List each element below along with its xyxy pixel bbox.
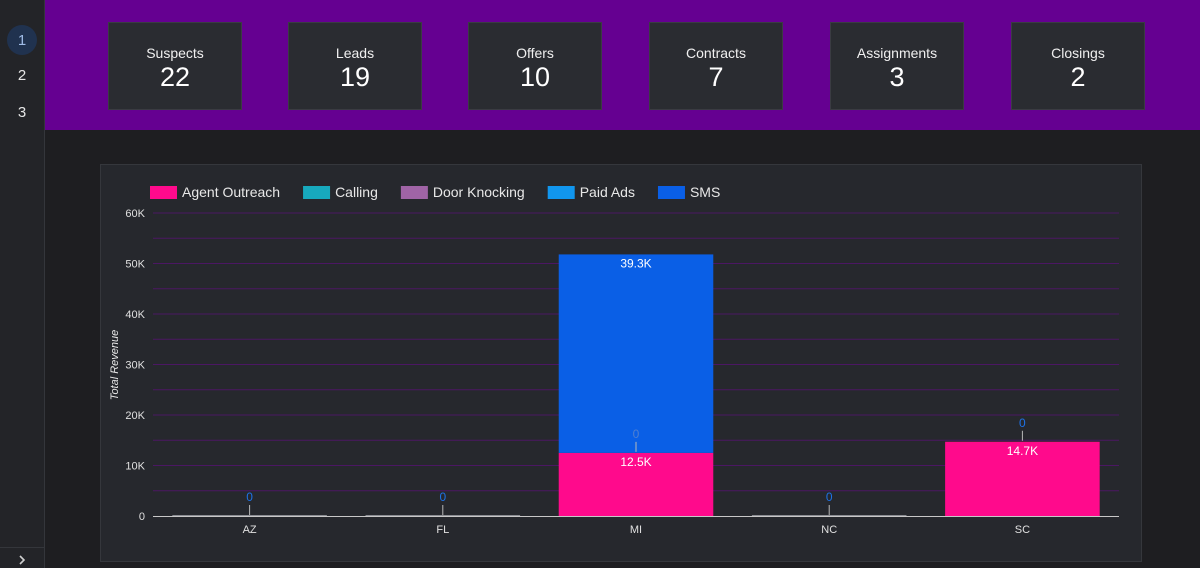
legend-label: Door Knocking bbox=[433, 184, 525, 200]
legend-label: Paid Ads bbox=[580, 184, 635, 200]
y-tick-label: 50K bbox=[125, 259, 145, 271]
kpi-value: 19 bbox=[339, 62, 371, 92]
y-tick-label: 30K bbox=[125, 360, 145, 372]
data-label: 12.5K bbox=[620, 455, 651, 469]
bar-segment bbox=[558, 254, 714, 453]
y-tick-label: 60K bbox=[125, 208, 145, 220]
y-tick-label: 10K bbox=[125, 461, 145, 473]
zero-data-label: 0 bbox=[246, 490, 253, 504]
y-tick-label: 40K bbox=[125, 309, 145, 321]
x-tick-label: MI bbox=[630, 524, 642, 536]
bar-segment bbox=[558, 452, 714, 516]
bar-segment bbox=[945, 441, 1100, 516]
y-tick-label: 20K bbox=[125, 410, 145, 422]
kpi-card-contracts: Contracts 7 bbox=[649, 22, 783, 110]
kpi-label: Assignments bbox=[856, 45, 938, 61]
legend-label: Agent Outreach bbox=[182, 184, 280, 200]
kpi-label: Suspects bbox=[146, 45, 204, 61]
x-tick-label: NC bbox=[821, 524, 837, 536]
kpi-value: 10 bbox=[519, 62, 551, 92]
zero-data-label: 0 bbox=[439, 490, 446, 504]
zero-data-label: 0 bbox=[1019, 416, 1026, 430]
legend-swatch bbox=[400, 186, 428, 199]
page-3-button[interactable]: 3 bbox=[17, 103, 27, 121]
page-2-button[interactable]: 2 bbox=[17, 66, 27, 84]
kpi-value: 2 bbox=[1070, 62, 1086, 92]
x-tick-label: SC bbox=[1015, 524, 1030, 536]
revenue-by-state-chart: 0 10K 20K 30K 40K 50K 60K Total Revenue 0 AZ 0 FL 12… bbox=[109, 184, 1119, 536]
kpi-card-suspects: Suspects 22 bbox=[108, 22, 242, 110]
y-axis-title: Total Revenue bbox=[109, 330, 121, 401]
legend-label: SMS bbox=[690, 184, 720, 200]
x-tick-label: AZ bbox=[243, 524, 257, 536]
kpi-card-assignments: Assignments 3 bbox=[830, 22, 964, 110]
legend-swatch bbox=[150, 186, 177, 199]
kpi-label: Contracts bbox=[686, 45, 746, 61]
kpi-label: Offers bbox=[516, 45, 554, 61]
sidebar-footer bbox=[0, 547, 44, 568]
legend-swatch bbox=[303, 186, 331, 199]
zero-data-label: 0 bbox=[826, 490, 833, 504]
legend-label: Calling bbox=[335, 184, 378, 200]
page-1-button[interactable]: 1 bbox=[7, 25, 37, 55]
zero-data-label: 0 bbox=[633, 427, 640, 441]
x-tick-label: FL bbox=[436, 524, 449, 536]
revenue-chart-card: 0 10K 20K 30K 40K 50K 60K Total Revenue 0 AZ 0 FL 12… bbox=[100, 164, 1142, 562]
kpi-value: 3 bbox=[889, 62, 905, 92]
legend-swatch bbox=[657, 186, 685, 199]
kpi-banner: Suspects 22 Leads 19 Offers 10 Contracts… bbox=[45, 0, 1200, 130]
page-navigation-sidebar: 1 2 3 bbox=[0, 0, 45, 568]
data-label: 39.3K bbox=[620, 256, 651, 270]
kpi-value: 22 bbox=[159, 62, 191, 92]
kpi-card-leads: Leads 19 bbox=[288, 22, 422, 110]
legend-swatch bbox=[547, 186, 575, 199]
kpi-label: Closings bbox=[1051, 45, 1105, 61]
y-tick-label: 0 bbox=[139, 511, 145, 523]
kpi-value: 7 bbox=[708, 62, 724, 92]
chevron-right-icon[interactable] bbox=[16, 554, 28, 566]
data-label: 14.7K bbox=[1007, 444, 1038, 458]
kpi-card-closings: Closings 2 bbox=[1011, 22, 1145, 110]
kpi-card-offers: Offers 10 bbox=[468, 22, 602, 110]
kpi-label: Leads bbox=[335, 45, 375, 61]
